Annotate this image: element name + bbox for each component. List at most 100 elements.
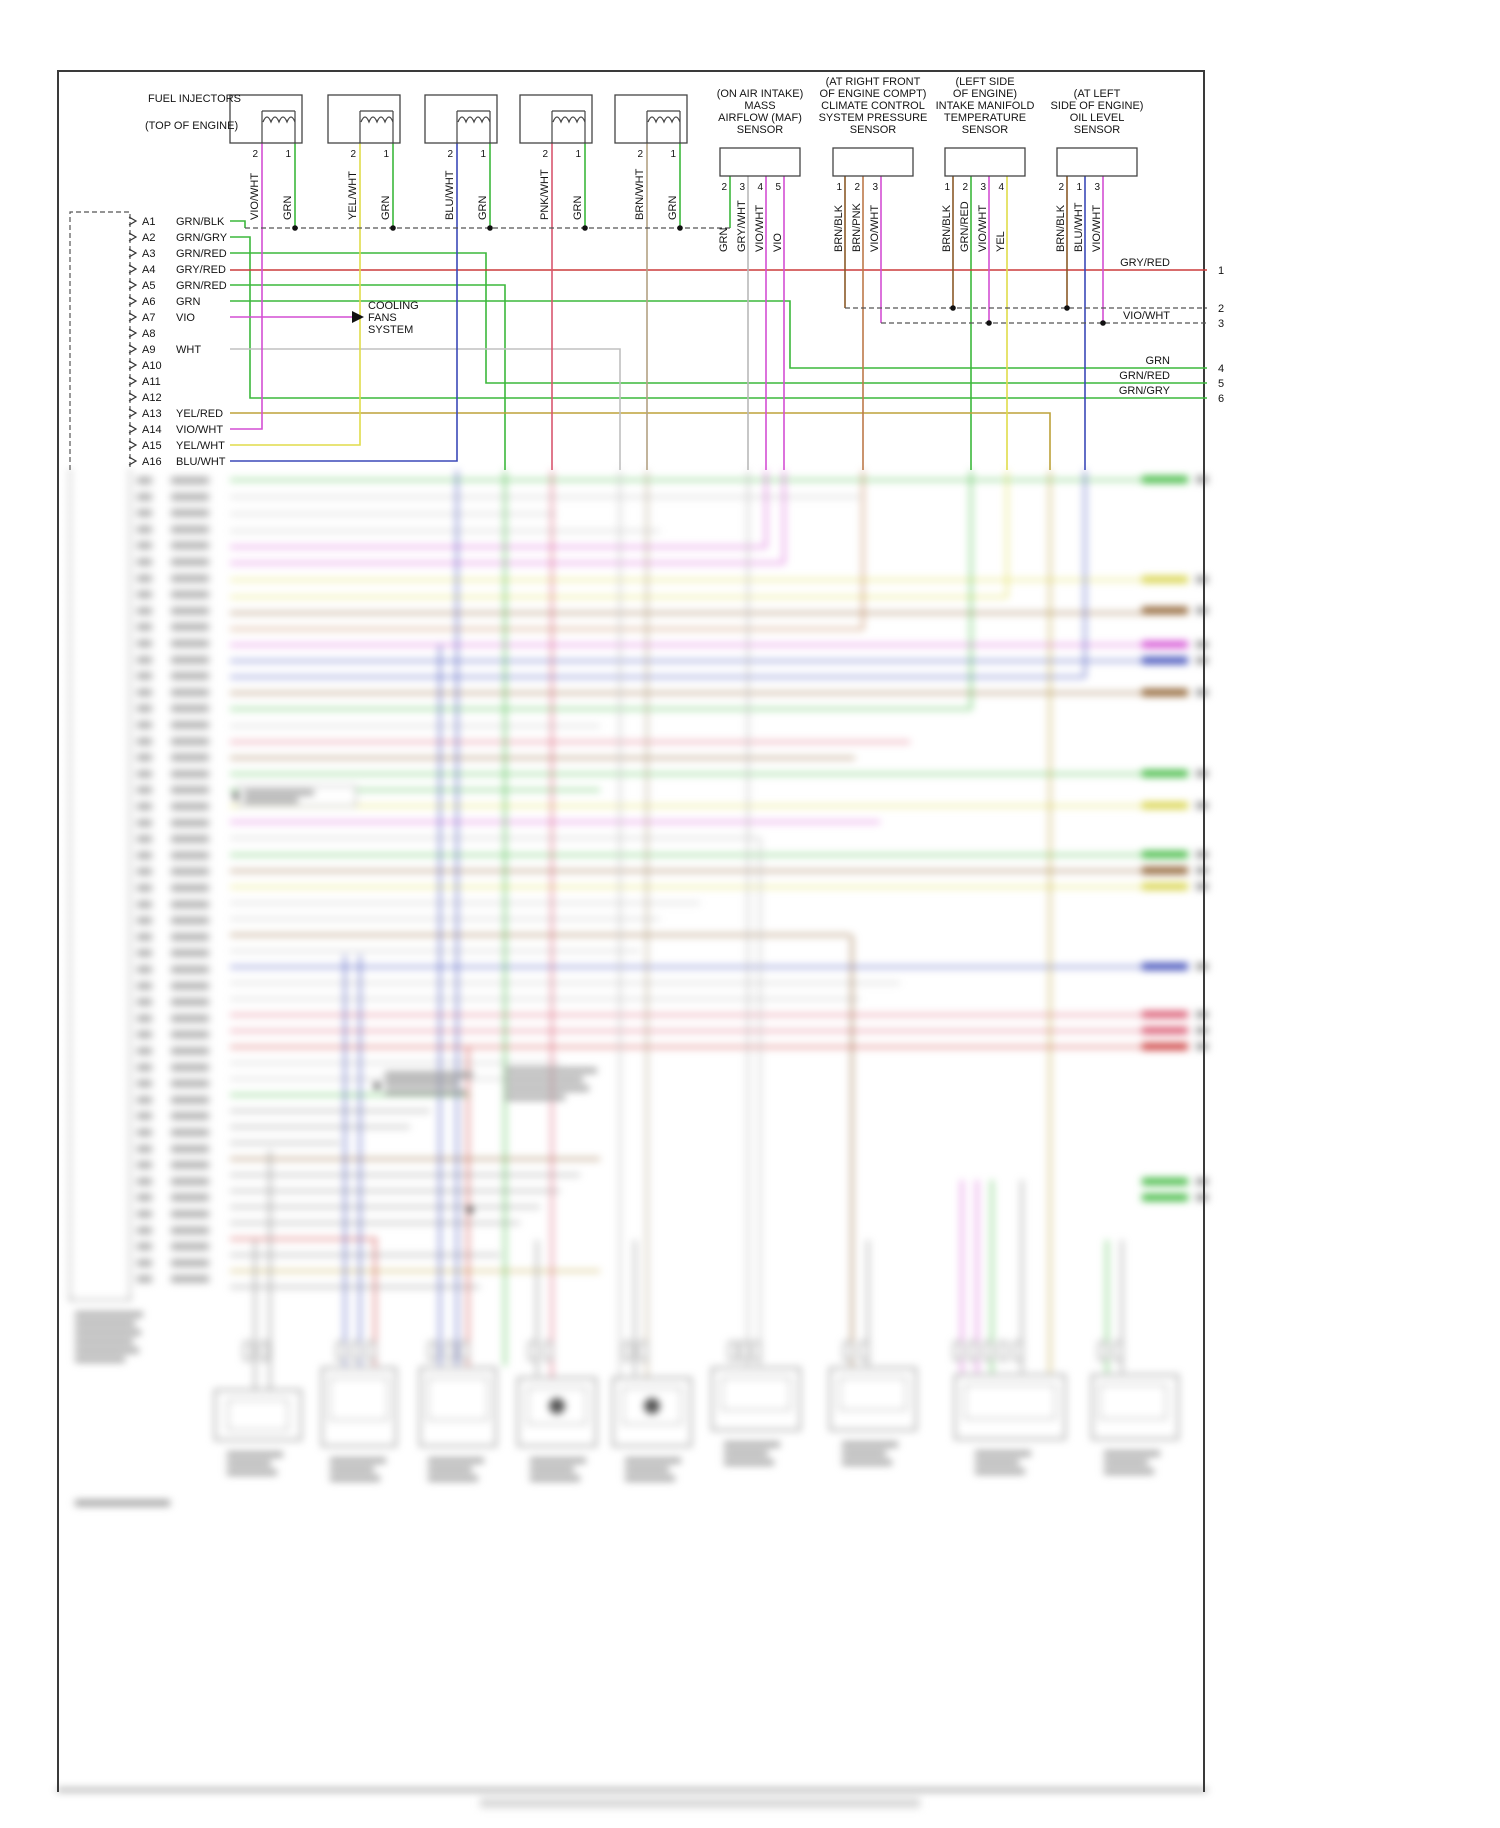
sensor-boxes (719, 147, 1138, 177)
right-edge-refs: GRY/RED 1 2 VIO/WHT 3 GRN 4 GRN/RED 5 GR… (1119, 257, 1224, 405)
maf-title-line4: SENSOR (737, 124, 784, 136)
imt-title-line5: SENSOR (962, 124, 1009, 136)
connector-a16-wire: BLU/WHT (176, 456, 226, 468)
blurred-notes (75, 785, 920, 1808)
injector-1-pin2-number: 2 (252, 149, 258, 160)
imt-title-line2: OF ENGINE) (953, 88, 1017, 100)
imt-pin4-number: 4 (998, 182, 1004, 193)
injector-3-pin2-number: 2 (447, 149, 453, 160)
imt-pin3-wire-label: VIO/WHT (977, 205, 989, 252)
connector-a3-pin: A3 (142, 248, 155, 260)
blurred-wire-labels-column (171, 477, 209, 1289)
ref-1-wire-label: GRY/RED (1120, 257, 1170, 269)
blurred-vertical-wires (254, 470, 1123, 1390)
maf-title-line2: MASS (744, 100, 775, 112)
connector-a8-pin: A8 (142, 328, 155, 340)
maf-pin5-number: 5 (775, 182, 781, 193)
imt-title-line1: (LEFT SIDE (955, 76, 1014, 88)
ccs-title-line4: SYSTEM PRESSURE (819, 112, 928, 124)
connector-a14-pin: A14 (142, 424, 162, 436)
cooling-fans-note: COOLING FANS SYSTEM (368, 300, 419, 336)
oil-pin1-wire-label: BLU/WHT (1073, 202, 1085, 252)
imt-pin1-number: 1 (944, 182, 950, 193)
schematic-page-border (57, 70, 1205, 1792)
ref-5-wire-label: GRN/RED (1119, 370, 1170, 382)
fuel-injectors-title: FUEL INJECTORS (148, 93, 241, 105)
connector-a2-pin: A2 (142, 232, 155, 244)
injector-1-pin1-wire-label: GRN (282, 196, 294, 221)
connector-a4-pin: A4 (142, 264, 155, 276)
connector-a16-pin: A16 (142, 456, 162, 468)
ccs-pressure-sensor-box (832, 147, 914, 177)
injector-2-pin2-number: 2 (350, 149, 356, 160)
ccs-title-line1: (AT RIGHT FRONT (826, 76, 921, 88)
ref-3-wire-label: VIO/WHT (1123, 310, 1170, 322)
cooling-note-line1: COOLING (368, 300, 419, 312)
injector-4-labels: 2 1 PNK/WHT GRN (539, 149, 584, 220)
connector-a15-wire: YEL/WHT (176, 440, 225, 452)
injector-4-pin2-number: 2 (542, 149, 548, 160)
maf-pin5-wire-label: VIO (772, 233, 784, 252)
oil-pin2-number: 2 (1058, 182, 1064, 193)
connector-a7-pin: A7 (142, 312, 155, 324)
ref-1-number: 1 (1218, 265, 1224, 277)
cooling-note-line2: FANS (368, 312, 397, 324)
blurred-components (214, 1367, 1179, 1447)
injector-2-pin2-wire-label: YEL/WHT (347, 171, 359, 220)
intake-temp-sensor-box (944, 147, 1026, 177)
ref-4-number: 4 (1218, 363, 1224, 375)
oil-title-line2: SIDE OF ENGINE) (1051, 100, 1144, 112)
maf-sensor-box (719, 147, 801, 177)
connector-a-outline (69, 211, 138, 470)
connector-a11-pin: A11 (142, 376, 161, 388)
maf-title-line1: (ON AIR INTAKE) (717, 88, 804, 100)
maf-pin3-number: 3 (739, 182, 745, 193)
maf-sensor-labels: (ON AIR INTAKE) MASS AIRFLOW (MAF) SENSO… (717, 88, 804, 252)
imt-pin1-wire-label: BRN/BLK (941, 204, 953, 252)
cooling-fans-arrow-icon (352, 311, 364, 323)
ccs-pin1-wire-label: BRN/BLK (833, 204, 845, 252)
connector-a5-wire: GRN/RED (176, 280, 227, 292)
oil-pin3-wire-label: VIO/WHT (1091, 205, 1103, 252)
injector-5-pin2-number: 2 (637, 149, 643, 160)
intake-temp-sensor-labels: (LEFT SIDE OF ENGINE) INTAKE MANIFOLD TE… (936, 76, 1035, 252)
fuel-injectors-location: (TOP OF ENGINE) (145, 120, 238, 132)
maf-pin2-number: 2 (721, 182, 727, 193)
injector-3-pin1-number: 1 (480, 149, 486, 160)
imt-title-line4: TEMPERATURE (944, 112, 1026, 124)
injector-2-labels: 2 1 YEL/WHT GRN (347, 149, 392, 220)
ccs-pin1-number: 1 (836, 182, 842, 193)
connector-a4-wire: GRY/RED (176, 264, 226, 276)
connector-a3-wire: GRN/RED (176, 248, 227, 260)
injector-5-pin2-wire-label: BRN/WHT (634, 168, 646, 220)
connector-a1-wire: GRN/BLK (176, 216, 225, 228)
connector-a14-wire: VIO/WHT (176, 424, 223, 436)
oil-level-sensor-box (1056, 147, 1138, 177)
injector-1-pin2-wire-label: VIO/WHT (249, 173, 261, 220)
injector-3-pin2-wire-label: BLU/WHT (444, 170, 456, 220)
cooling-note-line3: SYSTEM (368, 324, 413, 336)
wire-layer (230, 143, 1207, 470)
oil-pin3-number: 3 (1094, 182, 1100, 193)
junction-dots (292, 225, 1106, 326)
maf-pin4-wire-label: VIO/WHT (754, 205, 766, 252)
injector-1-pin1-number: 1 (285, 149, 291, 160)
ccs-pressure-sensor-labels: (AT RIGHT FRONT OF ENGINE COMPT) CLIMATE… (819, 76, 928, 252)
maf-pin2-wire-label: GRN (718, 228, 730, 253)
connector-a2-wire: GRN/GRY (176, 232, 228, 244)
blurred-connector-stubs (243, 1341, 1123, 1361)
injector-4-pin2-wire-label: PNK/WHT (539, 169, 551, 220)
injector-5-pin1-number: 1 (670, 149, 676, 160)
injector-3-pin1-wire-label: GRN (477, 196, 489, 221)
imt-pin2-number: 2 (962, 182, 968, 193)
blurred-pin-labels-column (137, 477, 152, 1289)
blurred-component-captions (227, 1442, 1160, 1481)
oil-title-line1: (AT LEFT (1074, 88, 1121, 100)
injector-4-pin1-wire-label: GRN (572, 196, 584, 221)
fuel-injector-symbols (229, 94, 688, 144)
ccs-pin3-number: 3 (872, 182, 878, 193)
ref-6-number: 6 (1218, 393, 1224, 405)
